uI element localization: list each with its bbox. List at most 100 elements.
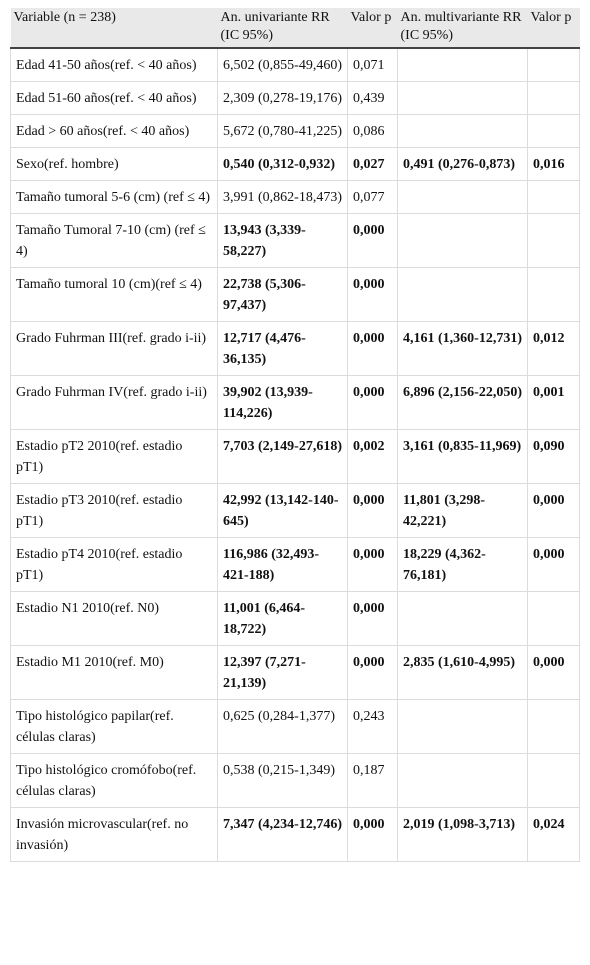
value-cell: 0,090 xyxy=(527,429,580,484)
value-cell xyxy=(397,591,528,646)
value-cell: 2,835 (1,610-4,995) xyxy=(397,645,528,700)
table-row: Tipo histológico papilar(ref. células cl… xyxy=(10,699,580,754)
value-cell: 12,397 (7,271-21,139) xyxy=(217,645,348,700)
value-cell: 39,902 (13,939-114,226) xyxy=(217,375,348,430)
table-row: Estadio N1 2010(ref. N0) 11,001 (6,464-18… xyxy=(10,591,580,646)
value-cell: 0,001 xyxy=(527,375,580,430)
value-cell: 0,000 xyxy=(347,375,398,430)
variable-cell: Estadio pT2 2010(ref. estadio pT1) xyxy=(10,429,218,484)
value-cell: 0,077 xyxy=(347,180,398,214)
value-cell: 42,992 (13,142-140-645) xyxy=(217,483,348,538)
value-cell: 0,000 xyxy=(347,483,398,538)
variable-cell: Tipo histológico cromófobo(ref. células … xyxy=(10,753,218,808)
value-cell: 0,027 xyxy=(347,147,398,181)
value-cell xyxy=(527,213,580,268)
value-cell xyxy=(397,213,528,268)
table-row: Tamaño Tumoral 7-10 (cm) (ref ≤ 4) 13,943… xyxy=(10,213,580,268)
value-cell: 0,012 xyxy=(527,321,580,376)
value-cell xyxy=(527,591,580,646)
value-cell: 0,000 xyxy=(347,807,398,862)
value-cell: 0,538 (0,215-1,349) xyxy=(217,753,348,808)
value-cell xyxy=(527,267,580,322)
value-cell: 4,161 (1,360-12,731) xyxy=(397,321,528,376)
variable-cell: Estadio pT3 2010(ref. estadio pT1) xyxy=(10,483,218,538)
value-cell: 0,439 xyxy=(347,81,398,115)
variable-cell: Grado Fuhrman IV(ref. grado i-ii) xyxy=(10,375,218,430)
value-cell: 3,991 (0,862-18,473) xyxy=(217,180,348,214)
value-cell xyxy=(527,180,580,214)
table-row: Grado Fuhrman III(ref. grado i-ii) 12,717… xyxy=(10,321,580,376)
value-cell: 0,024 xyxy=(527,807,580,862)
value-cell: 11,001 (6,464-18,722) xyxy=(217,591,348,646)
table-row: Invasión microvascular(ref. no invasión)… xyxy=(10,807,580,862)
value-cell: 5,672 (0,780-41,225) xyxy=(217,114,348,148)
value-cell: 0,000 xyxy=(347,267,398,322)
value-cell: 3,161 (0,835-11,969) xyxy=(397,429,528,484)
variable-cell: Tamaño tumoral 5-6 (cm) (ref ≤ 4) xyxy=(10,180,218,214)
value-cell: 0,243 xyxy=(347,699,398,754)
value-cell: 0,000 xyxy=(347,591,398,646)
value-cell: 22,738 (5,306-97,437) xyxy=(217,267,348,322)
table-row: Edad 51-60 años(ref. < 40 años) 2,309 (0,… xyxy=(10,81,580,115)
header-cell: An. univariante RR (IC 95%) xyxy=(217,8,348,49)
value-cell: 0,000 xyxy=(347,537,398,592)
value-cell: 7,703 (2,149-27,618) xyxy=(217,429,348,484)
variable-cell: Estadio N1 2010(ref. N0) xyxy=(10,591,218,646)
value-cell xyxy=(527,114,580,148)
value-cell: 0,000 xyxy=(527,537,580,592)
value-cell: 11,801 (3,298-42,221) xyxy=(397,483,528,538)
variable-cell: Tamaño tumoral 10 (cm)(ref ≤ 4) xyxy=(10,267,218,322)
header-cell: Variable (n = 238) xyxy=(10,8,218,49)
value-cell: 0,625 (0,284-1,377) xyxy=(217,699,348,754)
variable-cell: Edad > 60 años(ref. < 40 años) xyxy=(10,114,218,148)
variable-cell: Invasión microvascular(ref. no invasión) xyxy=(10,807,218,862)
value-cell: 0,000 xyxy=(347,213,398,268)
value-cell xyxy=(527,699,580,754)
value-cell: 2,019 (1,098-3,713) xyxy=(397,807,528,862)
value-cell: 12,717 (4,476-36,135) xyxy=(217,321,348,376)
value-cell xyxy=(527,753,580,808)
value-cell: 0,000 xyxy=(347,321,398,376)
table-row: Tamaño tumoral 5-6 (cm) (ref ≤ 4) 3,991 (… xyxy=(10,180,580,214)
value-cell xyxy=(397,81,528,115)
table-row: Tamaño tumoral 10 (cm)(ref ≤ 4) 22,738 (5… xyxy=(10,267,580,322)
variable-cell: Grado Fuhrman III(ref. grado i-ii) xyxy=(10,321,218,376)
value-cell: 0,016 xyxy=(527,147,580,181)
value-cell: 0,000 xyxy=(527,645,580,700)
variable-cell: Edad 51-60 años(ref. < 40 años) xyxy=(10,81,218,115)
variable-cell: Estadio M1 2010(ref. M0) xyxy=(10,645,218,700)
value-cell: 0,086 xyxy=(347,114,398,148)
table-row: Grado Fuhrman IV(ref. grado i-ii) 39,902 … xyxy=(10,375,580,430)
value-cell xyxy=(397,699,528,754)
value-cell xyxy=(397,180,528,214)
variable-cell: Tamaño Tumoral 7-10 (cm) (ref ≤ 4) xyxy=(10,213,218,268)
variable-cell: Sexo(ref. hombre) xyxy=(10,147,218,181)
table-row: Edad 41-50 años(ref. < 40 años) 6,502 (0,… xyxy=(10,47,580,82)
value-cell: 0,540 (0,312-0,932) xyxy=(217,147,348,181)
table-row: Sexo(ref. hombre) 0,540 (0,312-0,932) 0,02… xyxy=(10,147,580,181)
value-cell xyxy=(397,753,528,808)
value-cell: 18,229 (4,362-76,181) xyxy=(397,537,528,592)
table-row: Tipo histológico cromófobo(ref. células … xyxy=(10,753,580,808)
value-cell xyxy=(527,81,580,115)
value-cell: 0,000 xyxy=(347,645,398,700)
variable-cell: Edad 41-50 años(ref. < 40 años) xyxy=(10,47,218,82)
table-row: Estadio pT2 2010(ref. estadio pT1) 7,703 … xyxy=(10,429,580,484)
header-row: Variable (n = 238) An. univariante RR (IC… xyxy=(10,8,580,49)
value-cell: 0,491 (0,276-0,873) xyxy=(397,147,528,181)
value-cell: 0,187 xyxy=(347,753,398,808)
header-cell: Valor p xyxy=(527,8,580,49)
table-row: Estadio M1 2010(ref. M0) 12,397 (7,271-21… xyxy=(10,645,580,700)
value-cell: 2,309 (0,278-19,176) xyxy=(217,81,348,115)
value-cell: 7,347 (4,234-12,746) xyxy=(217,807,348,862)
value-cell xyxy=(397,47,528,82)
value-cell: 6,896 (2,156-22,050) xyxy=(397,375,528,430)
value-cell: 6,502 (0,855-49,460) xyxy=(217,47,348,82)
value-cell xyxy=(397,267,528,322)
value-cell: 13,943 (3,339-58,227) xyxy=(217,213,348,268)
variable-cell: Tipo histológico papilar(ref. células cl… xyxy=(10,699,218,754)
table-row: Estadio pT3 2010(ref. estadio pT1) 42,992… xyxy=(10,483,580,538)
value-cell: 0,002 xyxy=(347,429,398,484)
variable-cell: Estadio pT4 2010(ref. estadio pT1) xyxy=(10,537,218,592)
